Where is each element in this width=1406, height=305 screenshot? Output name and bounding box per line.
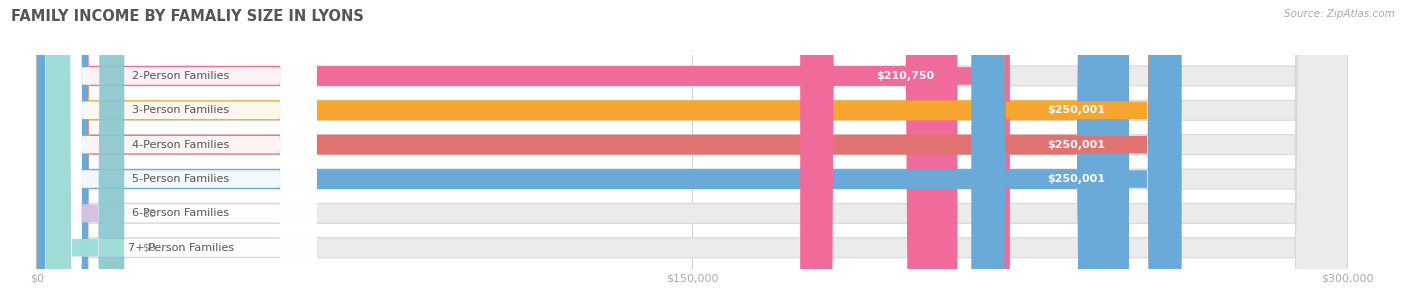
Text: Source: ZipAtlas.com: Source: ZipAtlas.com (1284, 9, 1395, 19)
FancyBboxPatch shape (37, 0, 1347, 305)
FancyBboxPatch shape (972, 0, 1181, 305)
Text: $250,001: $250,001 (1047, 174, 1105, 184)
FancyBboxPatch shape (45, 0, 316, 305)
FancyBboxPatch shape (37, 0, 1347, 305)
FancyBboxPatch shape (45, 0, 124, 305)
Text: 2-Person Families: 2-Person Families (132, 71, 229, 81)
FancyBboxPatch shape (45, 0, 316, 305)
Text: $0: $0 (142, 243, 156, 253)
FancyBboxPatch shape (37, 0, 1347, 305)
FancyBboxPatch shape (37, 0, 1347, 305)
FancyBboxPatch shape (37, 0, 1347, 305)
FancyBboxPatch shape (37, 0, 1129, 305)
FancyBboxPatch shape (37, 0, 1129, 305)
FancyBboxPatch shape (37, 0, 1347, 305)
FancyBboxPatch shape (45, 0, 316, 305)
Text: 3-Person Families: 3-Person Families (132, 105, 229, 115)
Text: 6-Person Families: 6-Person Families (132, 208, 229, 218)
FancyBboxPatch shape (45, 0, 316, 305)
FancyBboxPatch shape (37, 0, 957, 305)
FancyBboxPatch shape (45, 0, 124, 305)
FancyBboxPatch shape (45, 0, 316, 305)
Text: 5-Person Families: 5-Person Families (132, 174, 229, 184)
Text: 4-Person Families: 4-Person Families (132, 140, 229, 150)
FancyBboxPatch shape (45, 0, 316, 305)
FancyBboxPatch shape (800, 0, 1010, 305)
Text: $250,001: $250,001 (1047, 105, 1105, 115)
FancyBboxPatch shape (972, 0, 1181, 305)
FancyBboxPatch shape (37, 0, 1129, 305)
FancyBboxPatch shape (972, 0, 1181, 305)
Text: $250,001: $250,001 (1047, 140, 1105, 150)
Text: $210,750: $210,750 (876, 71, 934, 81)
Text: $0: $0 (142, 208, 156, 218)
Text: FAMILY INCOME BY FAMALIY SIZE IN LYONS: FAMILY INCOME BY FAMALIY SIZE IN LYONS (11, 9, 364, 24)
Text: 7+ Person Families: 7+ Person Families (128, 243, 233, 253)
